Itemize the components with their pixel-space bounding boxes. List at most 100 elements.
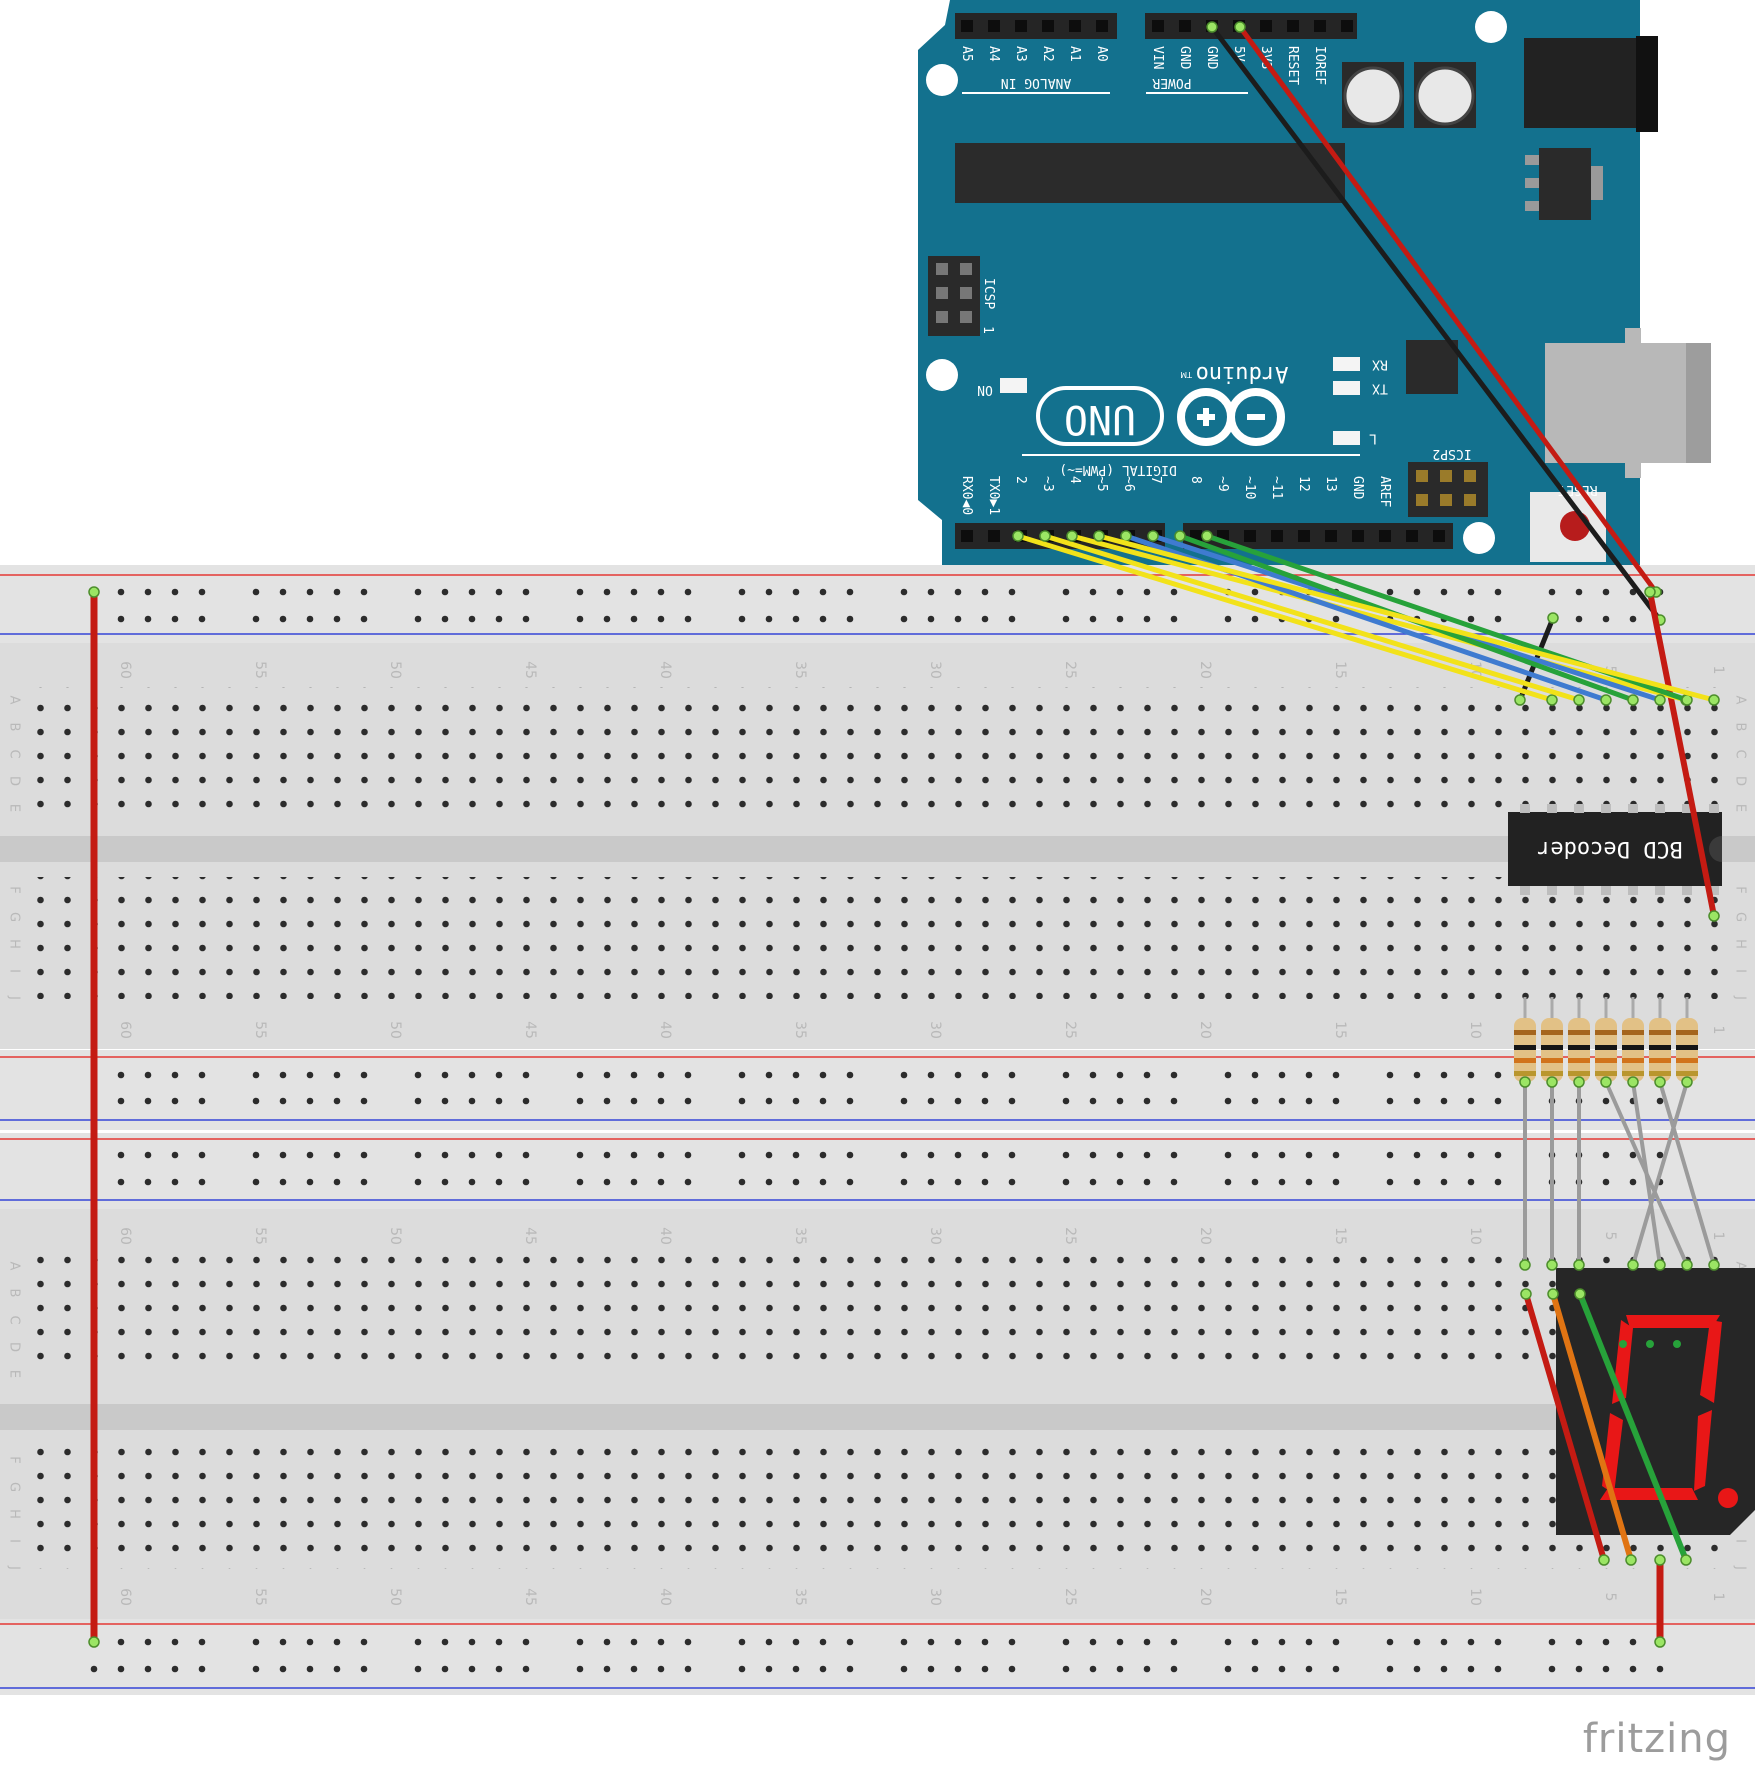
rail-hole xyxy=(279,1151,287,1159)
rail-hole xyxy=(171,615,179,623)
rail-hole xyxy=(1467,1638,1475,1646)
rail-hole xyxy=(1143,1151,1151,1159)
column-number: 40 xyxy=(657,1588,673,1606)
wire xyxy=(1093,530,1720,706)
rail-hole xyxy=(846,615,854,623)
column-number: 55 xyxy=(252,1227,268,1245)
rail-hole xyxy=(1224,1178,1232,1186)
wire xyxy=(1546,1076,1558,1271)
rail-hole xyxy=(900,1638,908,1646)
rail-hole xyxy=(522,1638,530,1646)
uno-logo-frame xyxy=(1036,386,1164,446)
resistor-band xyxy=(1622,1045,1644,1050)
wire xyxy=(1627,1076,1693,1271)
rail-hole xyxy=(171,1151,179,1159)
bcd-decoder-label: BCD Decoder xyxy=(1537,836,1683,861)
rail-hole xyxy=(117,1151,125,1159)
breadboard-top-channel xyxy=(0,836,1755,862)
rail-hole xyxy=(171,1638,179,1646)
rail-hole xyxy=(1251,1097,1259,1105)
pin-label: ~3 xyxy=(1040,476,1055,492)
row-letter: G xyxy=(1733,912,1748,922)
arduino-pcb xyxy=(918,0,1640,565)
rail-hole xyxy=(252,1097,260,1105)
rail-hole xyxy=(1224,615,1232,623)
segment-dot xyxy=(1673,1340,1681,1348)
row-letter: J xyxy=(1733,995,1748,1000)
rail-hole xyxy=(1602,1665,1610,1673)
row-letter: H xyxy=(7,939,22,949)
rail-hole xyxy=(117,1097,125,1105)
rail-hole xyxy=(468,615,476,623)
column-number: 35 xyxy=(792,1021,808,1039)
rail-hole xyxy=(657,1665,665,1673)
rail-hole xyxy=(198,1638,206,1646)
rail-hole xyxy=(117,588,125,596)
rail-hole xyxy=(522,1071,530,1079)
icsp2-pin xyxy=(1464,494,1476,506)
rail-hole xyxy=(630,1151,638,1159)
hole-grid-top-upper xyxy=(24,687,1724,809)
rail-hole xyxy=(333,1097,341,1105)
row-letter: F xyxy=(7,1456,22,1463)
rail-hole xyxy=(981,1151,989,1159)
rail-hole xyxy=(630,615,638,623)
rail-hole xyxy=(252,588,260,596)
rail-hole xyxy=(792,1665,800,1673)
rail-hole xyxy=(1116,588,1124,596)
icsp-pin xyxy=(936,263,948,275)
row-letter: F xyxy=(7,886,22,893)
row-letter: I xyxy=(7,969,22,973)
rail-hole xyxy=(738,1071,746,1079)
rail-hole xyxy=(441,1071,449,1079)
rail-hole xyxy=(1467,1151,1475,1159)
rail-hole xyxy=(468,1097,476,1105)
hole-grid-top-lower xyxy=(24,877,1724,999)
rail-hole xyxy=(279,588,287,596)
rail-hole xyxy=(1548,588,1556,596)
resistor-band xyxy=(1514,1045,1536,1050)
rail-hole xyxy=(1629,1638,1637,1646)
rail-hole xyxy=(468,1665,476,1673)
row-letter: B xyxy=(7,723,22,732)
rail-hole xyxy=(576,588,584,596)
rail-hole xyxy=(306,1638,314,1646)
rail-hole xyxy=(765,615,773,623)
column-number: 45 xyxy=(522,1227,538,1245)
column-number: 20 xyxy=(1197,661,1213,679)
chip-leg xyxy=(1574,804,1584,813)
rail-hole xyxy=(1224,1638,1232,1646)
icsp2-pin xyxy=(1416,494,1428,506)
rail-hole xyxy=(1089,1665,1097,1673)
capacitor xyxy=(1415,66,1475,126)
breadboard-bottom-rail-top xyxy=(0,1133,1755,1209)
chip-leg xyxy=(1628,886,1638,895)
rail-hole xyxy=(1494,615,1502,623)
resistor-band xyxy=(1595,1030,1617,1035)
wire xyxy=(1654,1076,1720,1271)
wire xyxy=(1547,1288,1637,1566)
rail-hole xyxy=(1413,1638,1421,1646)
column-number: 20 xyxy=(1197,1021,1213,1039)
rail-hole xyxy=(333,1665,341,1673)
rail-hole xyxy=(981,588,989,596)
rail-hole xyxy=(198,1178,206,1186)
column-number: 40 xyxy=(657,661,673,679)
rail-hole xyxy=(171,588,179,596)
resistor-band xyxy=(1568,1030,1590,1035)
rail-hole xyxy=(333,1071,341,1079)
analog-header-label: ANALOG IN xyxy=(1001,75,1071,90)
rail-hole xyxy=(819,1178,827,1186)
rail-hole xyxy=(927,1638,935,1646)
rail-hole xyxy=(117,1638,125,1646)
rail-hole xyxy=(495,1178,503,1186)
rail-hole xyxy=(684,615,692,623)
rail-hole xyxy=(738,1638,746,1646)
header-pin xyxy=(1341,20,1353,32)
icsp-header xyxy=(928,256,980,336)
decimal-point xyxy=(1718,1488,1738,1508)
rail-hole xyxy=(441,1638,449,1646)
breadboard-bottom-channel xyxy=(0,1404,1755,1430)
rail-hole xyxy=(657,588,665,596)
rail-hole xyxy=(360,1665,368,1673)
